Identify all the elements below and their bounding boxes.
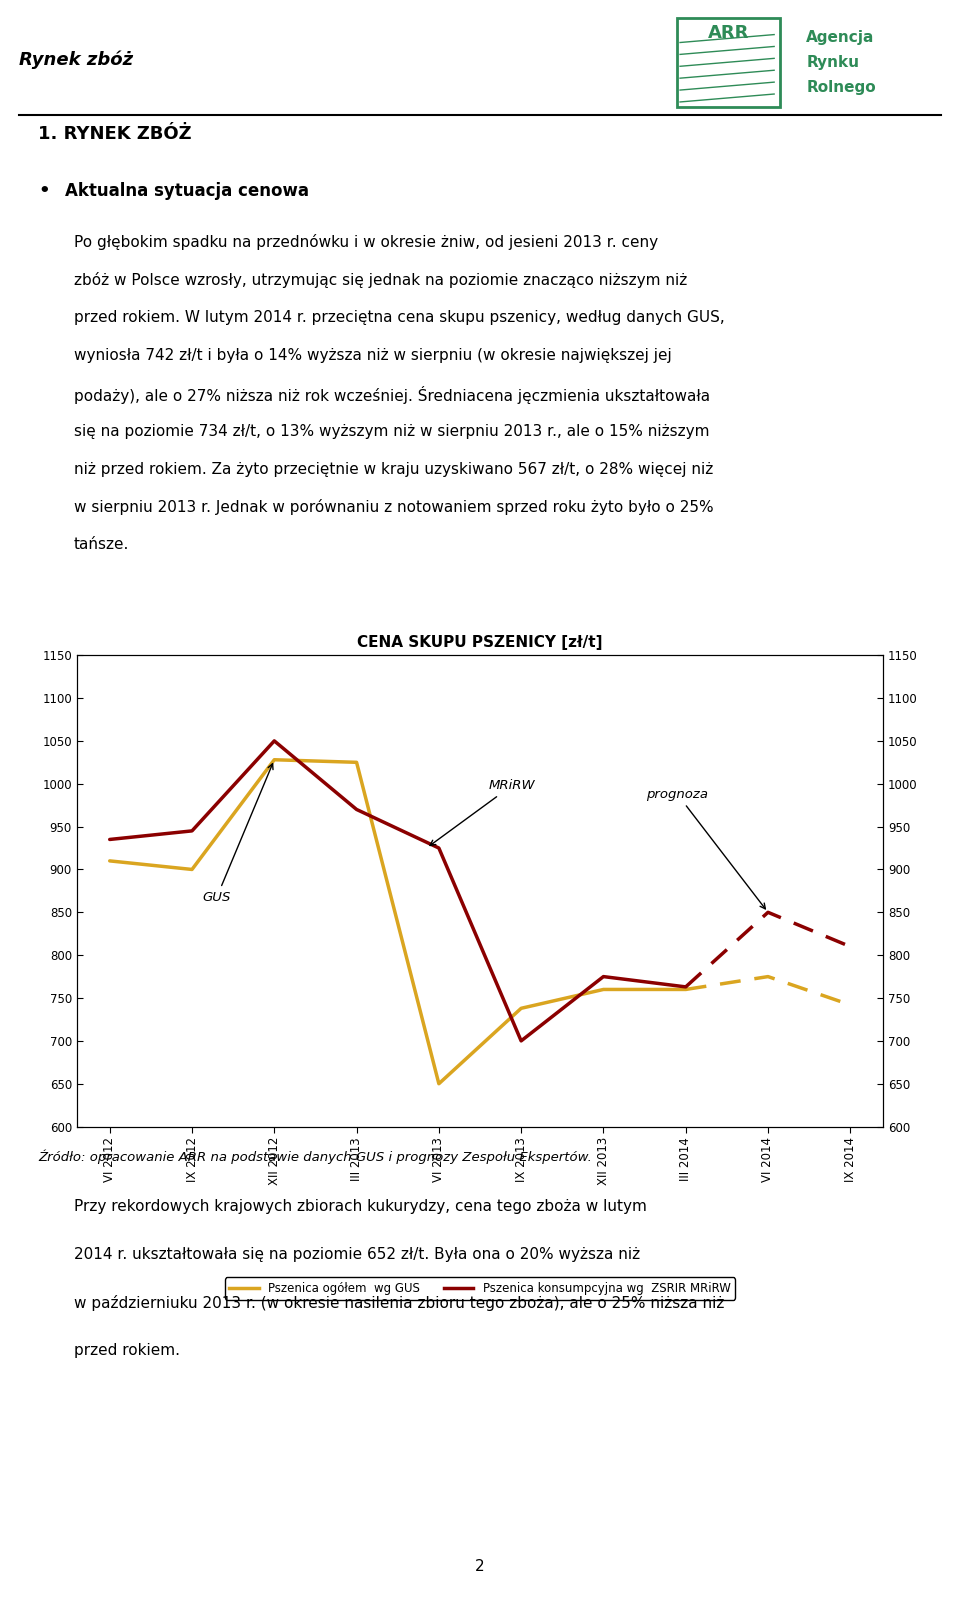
FancyBboxPatch shape (678, 18, 780, 107)
Text: ARR: ARR (708, 24, 749, 42)
Text: Rynek zbóż: Rynek zbóż (19, 51, 133, 69)
Text: się na poziomie 734 zł/t, o 13% wyższym niż w sierpniu 2013 r., ale o 15% niższy: się na poziomie 734 zł/t, o 13% wyższym … (74, 423, 709, 439)
Text: zbóż w Polsce wzrosły, utrzymując się jednak na poziomie znacząco niższym niż: zbóż w Polsce wzrosły, utrzymując się je… (74, 272, 687, 288)
Text: 2: 2 (475, 1558, 485, 1574)
Text: •: • (38, 182, 50, 200)
Title: CENA SKUPU PSZENICY [zł/t]: CENA SKUPU PSZENICY [zł/t] (357, 634, 603, 650)
Text: w październiuku 2013 r. (w okresie nasilenia zbioru tego zboża), ale o 25% niższ: w październiuku 2013 r. (w okresie nasil… (74, 1294, 724, 1310)
Text: prognoza: prognoza (646, 788, 765, 909)
Text: Źródło: opracowanie ARR na podstawie danych GUS i prognozy Zespołu Ekspertów.: Źródło: opracowanie ARR na podstawie dan… (38, 1149, 592, 1165)
Text: w sierpniu 2013 r. Jednak w porównaniu z notowaniem sprzed roku żyto było o 25%: w sierpniu 2013 r. Jednak w porównaniu z… (74, 500, 713, 516)
Text: Przy rekordowych krajowych zbiorach kukurydzy, cena tego zboża w lutym: Przy rekordowych krajowych zbiorach kuku… (74, 1198, 647, 1213)
Text: przed rokiem.: przed rokiem. (74, 1344, 180, 1358)
Legend: Pszenica ogółem  wg GUS, Pszenica konsumpcyjna wg  ZSRIR MRiRW: Pszenica ogółem wg GUS, Pszenica konsump… (225, 1277, 735, 1299)
Text: niż przed rokiem. Za żyto przeciętnie w kraju uzyskiwano 567 zł/t, o 28% więcej : niż przed rokiem. Za żyto przeciętnie w … (74, 462, 713, 476)
Text: przed rokiem. W lutym 2014 r. przeciętna cena skupu pszenicy, według danych GUS,: przed rokiem. W lutym 2014 r. przeciętna… (74, 310, 725, 324)
Text: 2014 r. ukształtowała się na poziomie 652 zł/t. Była ona o 20% wyższa niż: 2014 r. ukształtowała się na poziomie 65… (74, 1246, 640, 1262)
Text: podaży), ale o 27% niższa niż rok wcześniej. Średniacena jęczmienia ukształtował: podaży), ale o 27% niższa niż rok wcześn… (74, 385, 709, 404)
Text: Agencja: Agencja (806, 30, 875, 45)
Text: tańsze.: tańsze. (74, 537, 129, 553)
Text: wyniosła 742 zł/t i była o 14% wyższa niż w sierpniu (w okresie największej jej: wyniosła 742 zł/t i była o 14% wyższa ni… (74, 348, 671, 363)
Text: MRiRW: MRiRW (430, 780, 535, 845)
Text: Po głębokim spadku na przednówku i w okresie żniw, od jesieni 2013 r. ceny: Po głębokim spadku na przednówku i w okr… (74, 233, 658, 251)
Text: Aktualna sytuacja cenowa: Aktualna sytuacja cenowa (65, 182, 309, 200)
Text: 1. RYNEK ZBÓŻ: 1. RYNEK ZBÓŻ (38, 125, 192, 144)
Text: Rolnego: Rolnego (806, 80, 876, 94)
Text: GUS: GUS (203, 764, 273, 904)
Text: Rynku: Rynku (806, 54, 859, 70)
